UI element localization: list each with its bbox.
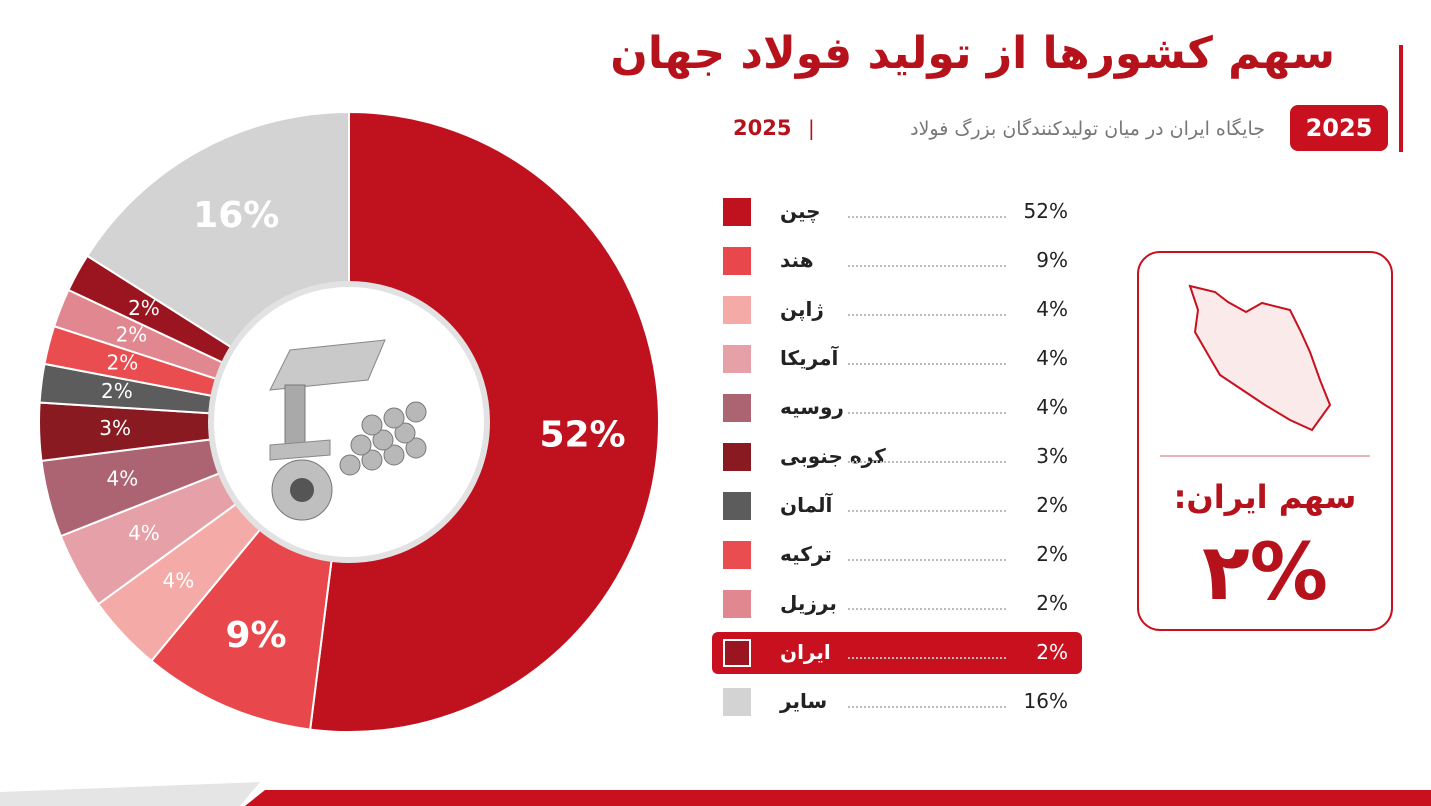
legend-row: ژاپن 4% [712, 289, 1082, 331]
card-value: ۲% [1202, 528, 1328, 618]
leader-dots [848, 265, 1006, 267]
legend-value: 2% [1036, 591, 1068, 615]
slice-label: 4% [106, 467, 138, 491]
legend-value: 2% [1036, 640, 1068, 664]
card [1137, 251, 1393, 631]
legend-swatch [723, 688, 751, 716]
legend-row: کره جنوبی 3% [712, 436, 1082, 478]
legend-name: ترکیه [780, 542, 832, 566]
footer-band [245, 790, 1431, 806]
legend-value: 2% [1036, 542, 1068, 566]
legend-name: آلمان [780, 493, 833, 517]
leader-dots [848, 657, 1006, 659]
legend-value: 4% [1036, 346, 1068, 370]
leader-dots [848, 706, 1006, 708]
legend-row: روسیه 4% [712, 387, 1082, 429]
slice-label: 2% [106, 350, 138, 374]
separator: | [808, 116, 815, 140]
legend-row: آلمان 2% [712, 485, 1082, 527]
donut-hole [208, 281, 490, 563]
legend-value: 9% [1036, 248, 1068, 272]
legend-swatch [723, 345, 751, 373]
slice-label: 2% [116, 322, 148, 346]
leader-dots [848, 314, 1006, 316]
legend-swatch [723, 296, 751, 324]
card-label: سهم ایران: [1173, 478, 1357, 516]
legend-row: هند 9% [712, 240, 1082, 282]
legend-swatch [723, 198, 751, 226]
leader-dots [848, 363, 1006, 365]
legend-row: ایران 2% [712, 632, 1082, 674]
slice-label: 4% [128, 521, 160, 545]
legend-swatch [723, 492, 751, 520]
donut: 52%9%4%4%4%3%2%2%2%2%16% [38, 110, 660, 733]
slice-label: 9% [226, 615, 287, 656]
legend-name: ایران [780, 640, 831, 664]
slice-label: 2% [101, 379, 133, 403]
legend-swatch [723, 394, 751, 422]
slice-label: 4% [163, 569, 195, 593]
footer-left [0, 782, 260, 806]
legend-swatch [723, 541, 751, 569]
legend-value: 52% [1023, 199, 1068, 223]
legend-swatch [723, 590, 751, 618]
leader-dots [848, 216, 1006, 218]
subtitle-year: 2025 [733, 116, 792, 140]
leader-dots [848, 559, 1006, 561]
legend-swatch [723, 443, 751, 471]
leader-dots [848, 510, 1006, 512]
title: سهم کشورها از تولید فولاد جهان [610, 28, 1335, 79]
leader-dots [848, 412, 1006, 414]
slice-label: 16% [193, 195, 279, 236]
legend-value: 16% [1023, 689, 1068, 713]
legend-value: 4% [1036, 395, 1068, 419]
legend-name: برزیل [780, 591, 837, 615]
legend-name: هند [780, 248, 814, 272]
leader-dots [848, 461, 1006, 463]
legend-name: ژاپن [780, 297, 824, 321]
legend-name: روسیه [780, 395, 844, 419]
slice-label: 2% [128, 296, 160, 320]
slice-label: 52% [539, 415, 625, 456]
legend-row: سایر 16% [712, 681, 1082, 723]
legend-name: چین [780, 199, 821, 223]
legend-name: سایر [780, 689, 828, 713]
subtitle: جایگاه ایران در میان تولیدکنندگان بزرگ ف… [910, 118, 1265, 140]
year-badge: 2025 [1290, 105, 1388, 151]
legend-row: آمریکا 4% [712, 338, 1082, 380]
legend-value: 3% [1036, 444, 1068, 468]
legend-swatch [723, 639, 751, 667]
legend-value: 2% [1036, 493, 1068, 517]
steel-icon [269, 339, 427, 521]
legend-row: چین 52% [712, 191, 1082, 233]
legend-swatch [723, 247, 751, 275]
slice-label: 3% [99, 416, 131, 440]
legend-row: ترکیه 2% [712, 534, 1082, 576]
legend-value: 4% [1036, 297, 1068, 321]
iran-map [1188, 284, 1332, 432]
legend-name: کره جنوبی [780, 444, 886, 468]
legend-row: برزیل 2% [712, 583, 1082, 625]
legend-name: آمریکا [780, 346, 839, 370]
leader-dots [848, 608, 1006, 610]
